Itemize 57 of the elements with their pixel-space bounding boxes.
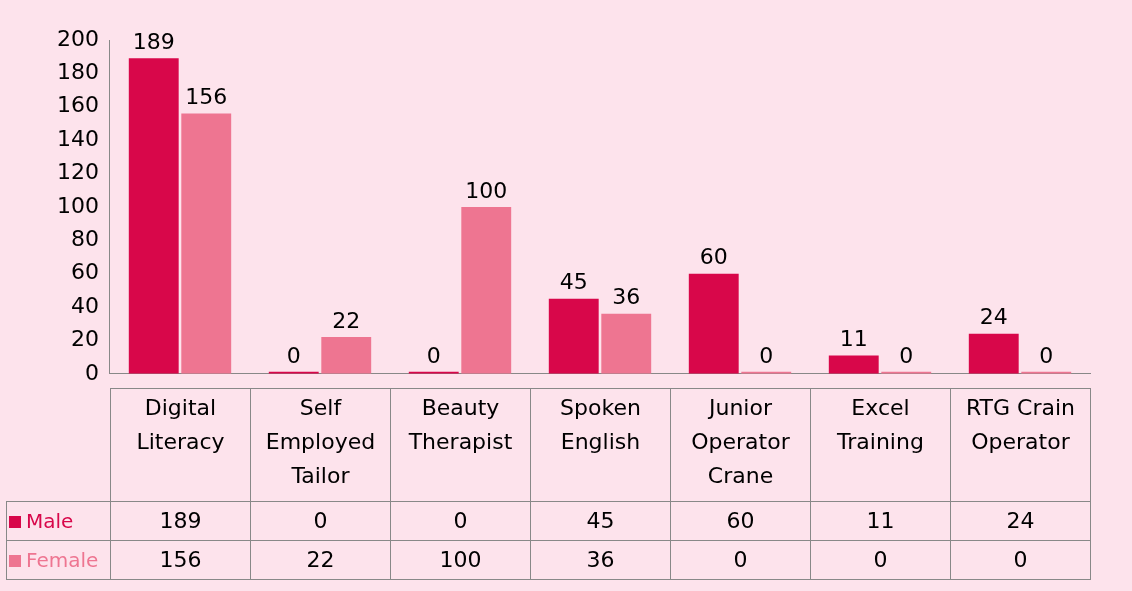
data-label: 60 [699,244,728,270]
x-tick-label: Junior Operator Crane [670,388,811,502]
x-tick-label: Digital Literacy [110,388,251,502]
text: 60 [670,501,811,541]
y-tick-label: 100 [56,192,99,218]
legend-label: Male [25,509,74,533]
text: 24 [950,501,1091,541]
y-tick-label: 160 [56,92,99,118]
y-tick-label: 60 [70,259,99,285]
text: 100 [390,540,531,580]
bar [461,206,512,374]
text: 189 [110,501,251,541]
y-tick-label: 20 [70,326,99,352]
y-tick-label: 120 [56,159,99,185]
data-label: 22 [332,307,361,333]
text: 0 [390,501,531,541]
bar [321,337,372,374]
text: 11 [810,501,951,541]
data-label: 189 [132,29,175,55]
y-tick-label: 40 [70,292,99,318]
bar [548,298,599,374]
x-tick-label: RTG Crain Operator [950,388,1091,502]
data-label: 0 [759,342,774,368]
x-tick-label: Spoken English [530,388,671,502]
text: 0 [810,540,951,580]
text: 36 [530,540,671,580]
y-tick-label: 140 [56,125,99,151]
text: 0 [670,540,811,580]
y-tick-label: 0 [84,359,99,385]
bar [688,273,739,374]
y-tick-label: 80 [70,226,99,251]
bar [128,58,179,374]
data-label: 45 [559,269,588,295]
y-tick-label: 180 [56,59,99,85]
data-label: 0 [899,342,914,368]
data-label: 0 [286,342,301,368]
data-label: 100 [465,177,508,203]
y-tick-label: 200 [56,25,99,51]
data-label: 0 [426,342,441,368]
bar [181,113,232,374]
x-tick-label: Excel Training [810,388,951,502]
legend-label: Female [25,548,99,572]
data-label: 11 [839,326,868,352]
text: 0 [950,540,1091,580]
bar [828,355,879,374]
data-label: 36 [612,284,641,310]
bar [601,313,652,374]
bar [968,333,1019,374]
data-label: 0 [1039,342,1054,368]
text: 45 [530,501,671,541]
data-label: 24 [979,304,1008,330]
x-tick-label: Beauty Therapist [390,388,531,502]
text: 156 [110,540,251,580]
text: 0 [250,501,391,541]
data-label: 156 [185,84,228,110]
x-tick-label: Self Employed Tailor [250,388,391,502]
text: 22 [250,540,391,580]
